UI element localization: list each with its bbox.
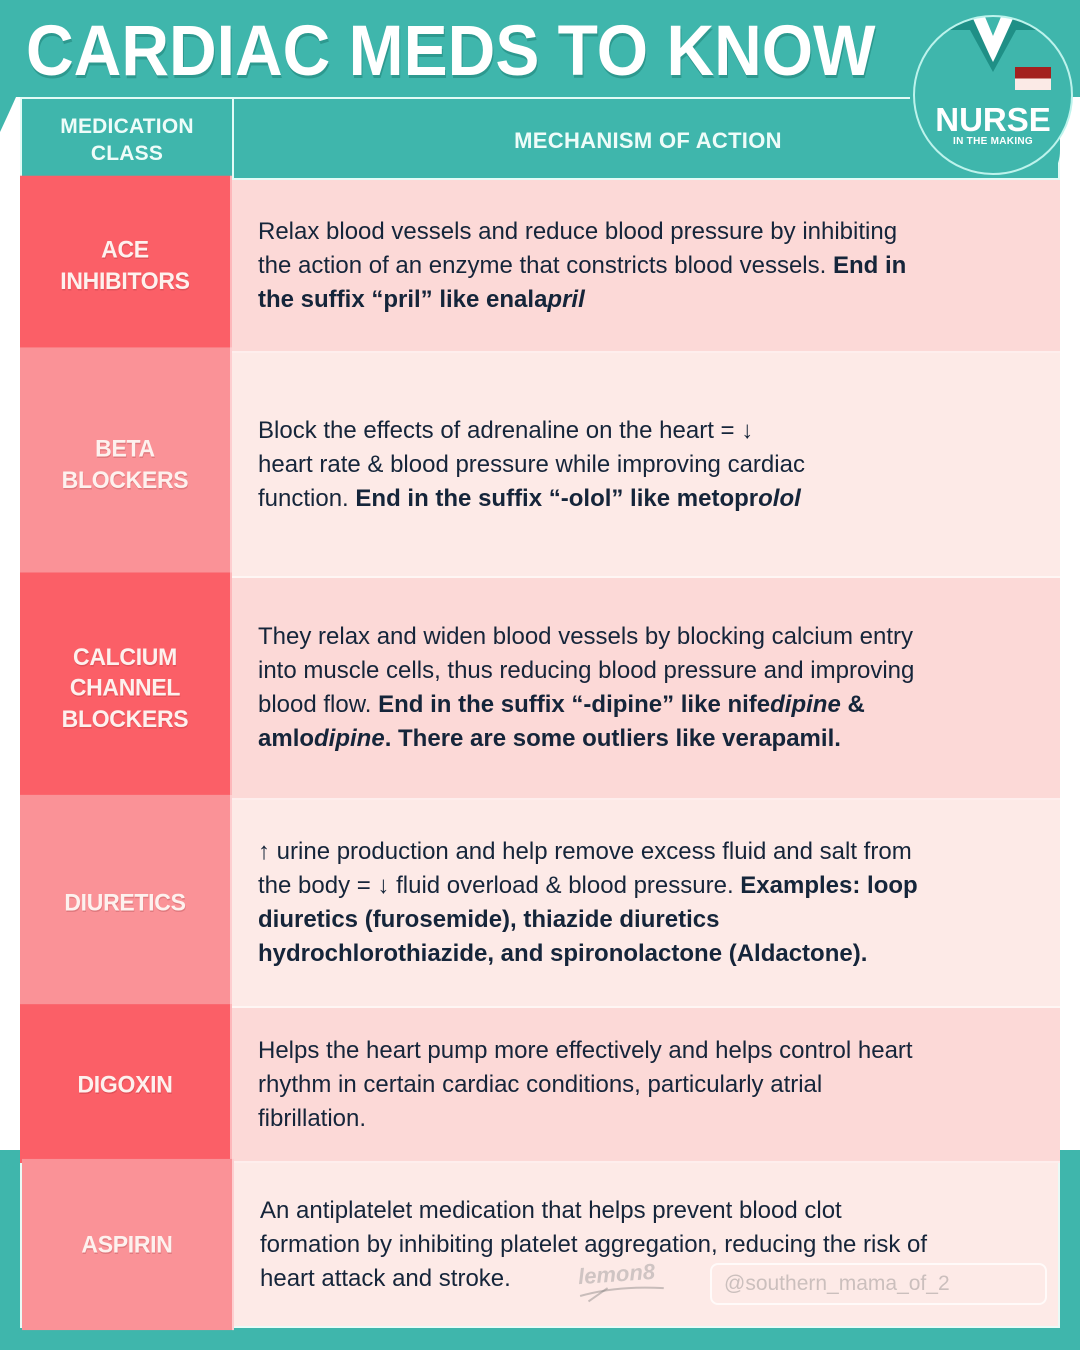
svg-text:NURSE: NURSE bbox=[935, 101, 1051, 138]
svg-text:IN THE MAKING: IN THE MAKING bbox=[953, 136, 1033, 147]
